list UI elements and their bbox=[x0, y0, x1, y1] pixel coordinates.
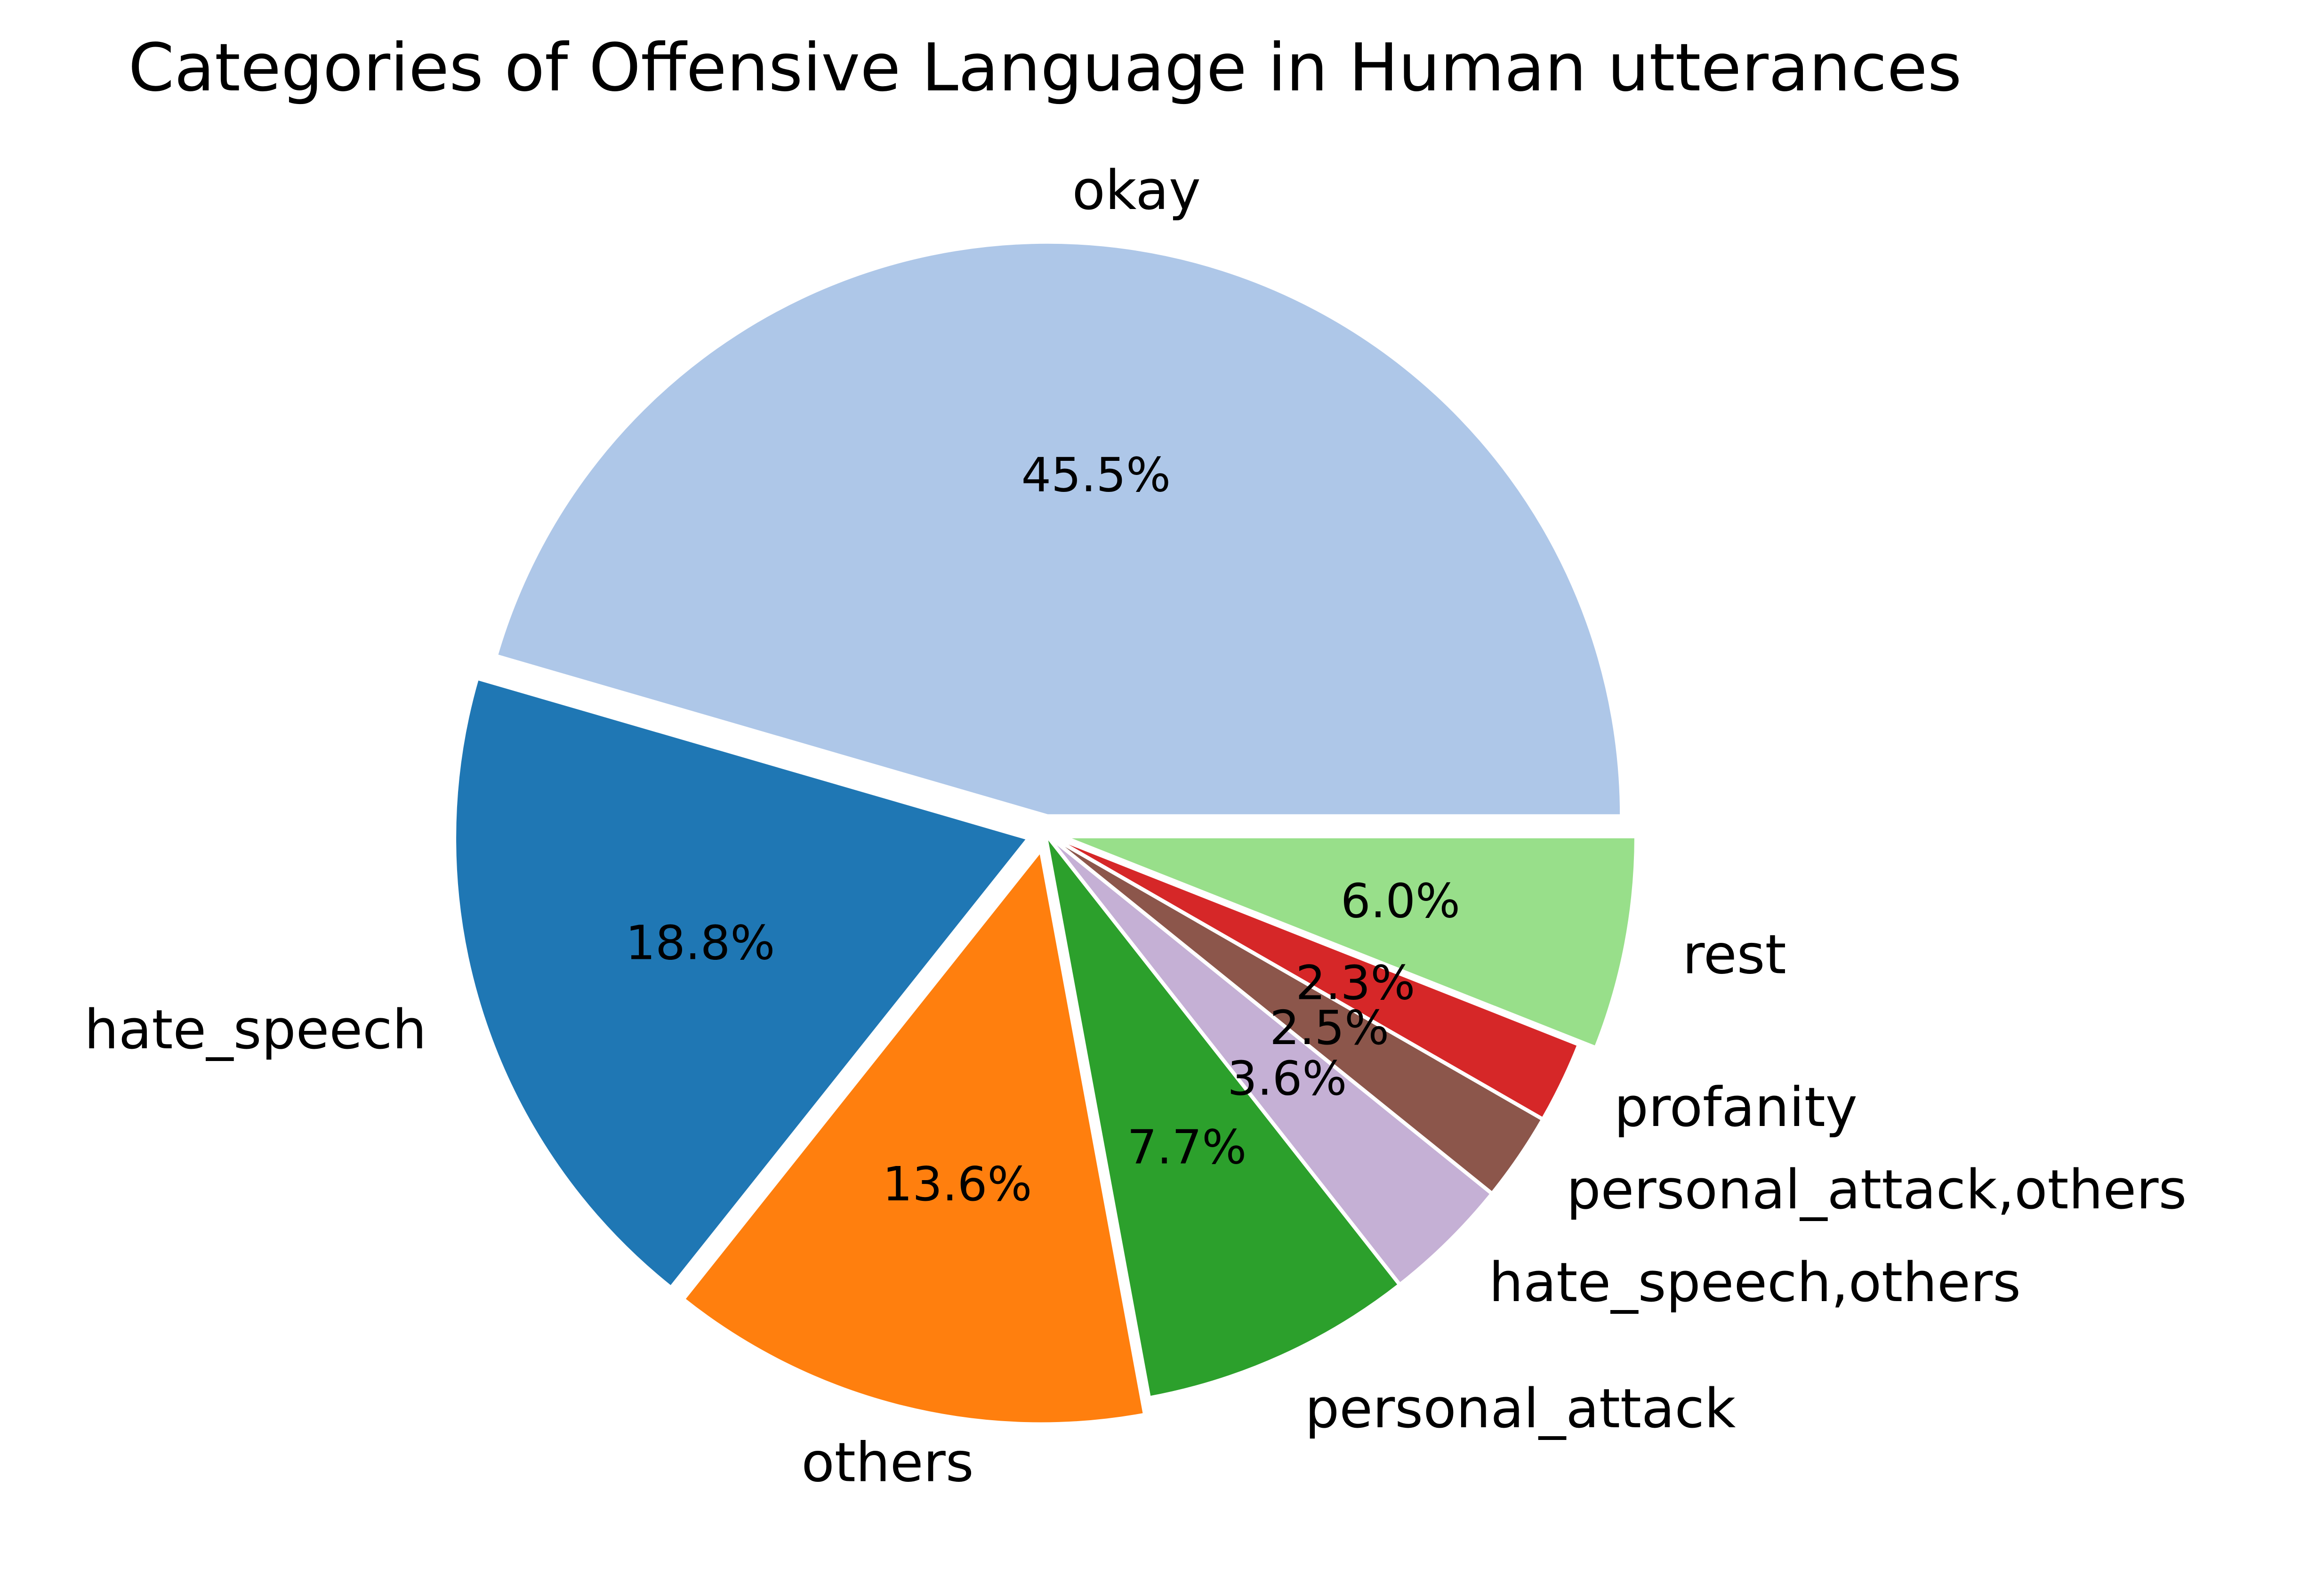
category-label-okay: okay bbox=[1072, 159, 1201, 222]
pct-label-hate-speech-others: 3.6% bbox=[1227, 1051, 1347, 1106]
pie-slice-rest bbox=[1061, 834, 1638, 1051]
percentage-labels: 45.5% 18.8% 13.6% 7.7% 3.6%2.5%2.3% 6.0% bbox=[626, 448, 1460, 1212]
category-label-others: others bbox=[801, 1431, 973, 1494]
pct-label-profanity: 2.3% bbox=[1295, 955, 1415, 1010]
pie-slice-hate-speech-others bbox=[1043, 831, 1495, 1287]
category-label-rest: rest bbox=[1682, 923, 1786, 986]
pie-slice-hate-speech bbox=[452, 675, 1032, 1291]
pie-slice-profanity bbox=[1044, 831, 1582, 1122]
pie-slice-okay bbox=[493, 240, 1624, 818]
pct-label-personal-attack: 7.7% bbox=[1127, 1120, 1246, 1175]
pct-label-others: 13.6% bbox=[883, 1157, 1032, 1212]
pct-label-personal-attack-others: 2.5% bbox=[1270, 1000, 1389, 1055]
pie-slices bbox=[452, 240, 1638, 1426]
pct-label-rest: 6.0% bbox=[1341, 874, 1460, 929]
category-label-profanity: profanity bbox=[1614, 1076, 1858, 1139]
category-label-personal-attack: personal_attack bbox=[1305, 1377, 1736, 1440]
pie-slice-others bbox=[680, 845, 1147, 1426]
chart-title: Categories of Offensive Language in Huma… bbox=[128, 30, 1962, 106]
pct-label-okay: 45.5% bbox=[1021, 448, 1171, 503]
category-label-personal-attack-others: personal_attack,others bbox=[1567, 1158, 2187, 1222]
category-label-hate-speech: hate_speech bbox=[84, 998, 426, 1061]
pct-label-hate-speech: 18.8% bbox=[626, 915, 775, 970]
pie-slice-personal-attack bbox=[1043, 832, 1403, 1400]
category-label-hate-speech-others: hate_speech,others bbox=[1489, 1251, 2021, 1314]
